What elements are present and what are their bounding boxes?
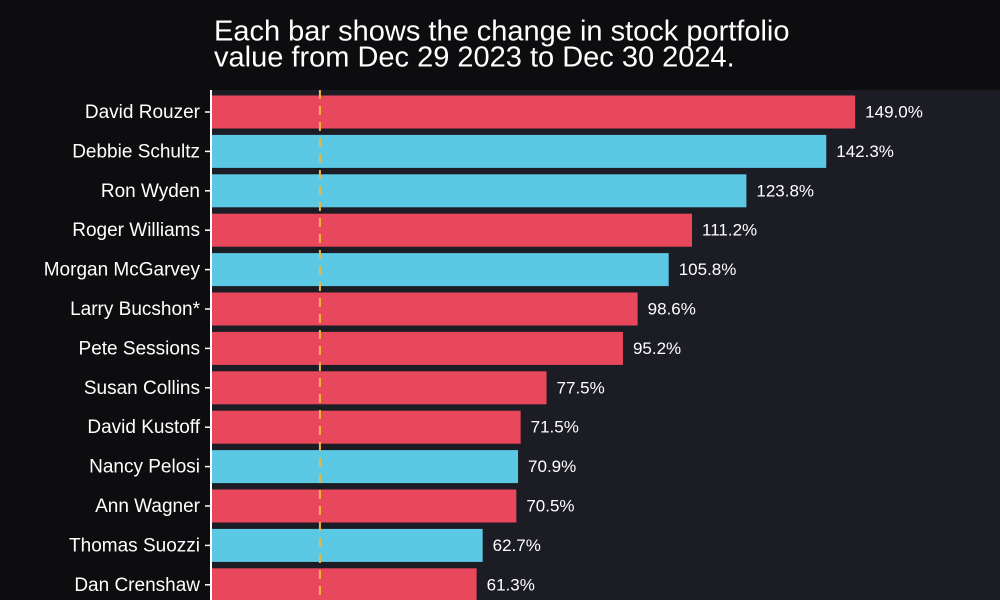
value-label: 77.5% (557, 378, 605, 397)
category-label: Dan Crenshaw (74, 575, 200, 596)
bar (212, 568, 477, 600)
value-label: 123.8% (756, 181, 814, 200)
category-label: Nancy Pelosi (89, 457, 200, 478)
category-label: Roger Williams (72, 220, 200, 241)
bar (212, 528, 483, 562)
subtitle: value from Dec 29 2023 to Dec 30 2024. (214, 42, 735, 74)
bar (212, 371, 547, 405)
bar (212, 134, 827, 168)
bar (212, 253, 669, 287)
bar (212, 331, 623, 365)
category-label: Debbie Schultz (72, 141, 200, 162)
value-label: 61.3% (487, 575, 535, 594)
bar (212, 450, 519, 484)
value-label: 149.0% (865, 102, 923, 121)
bar (212, 489, 517, 523)
value-label: 70.5% (526, 496, 574, 515)
value-label: 111.2% (702, 221, 757, 240)
value-label: 95.2% (633, 339, 681, 358)
value-label: 71.5% (531, 418, 579, 437)
bar (212, 95, 856, 129)
category-label: Ron Wyden (101, 181, 200, 202)
value-label: 142.3% (836, 142, 894, 161)
category-label: Ann Wagner (95, 496, 201, 517)
category-label: Larry Bucshon* (70, 299, 201, 320)
category-label: Pete Sessions (79, 338, 200, 359)
bar (212, 213, 693, 247)
category-label: Thomas Suozzi (69, 535, 200, 556)
category-label: Susan Collins (84, 378, 200, 399)
value-label: 62.7% (493, 536, 541, 555)
value-label: 105.8% (679, 260, 737, 279)
bar (212, 174, 747, 208)
value-label: 98.6% (648, 299, 696, 318)
category-label: David Kustoff (87, 417, 200, 438)
category-label: David Rouzer (85, 102, 201, 123)
value-label: 70.9% (528, 457, 576, 476)
bar (212, 410, 521, 444)
bar (212, 292, 638, 326)
category-label: Morgan McGarvey (44, 260, 201, 281)
subtitle: Each bar shows the change in stock portf… (214, 16, 790, 48)
